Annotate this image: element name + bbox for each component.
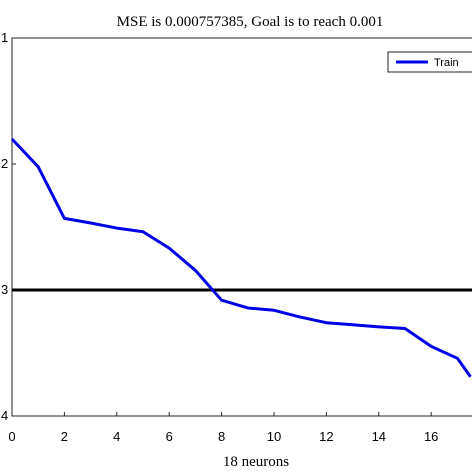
x-axis-label: 18 neurons <box>223 454 289 470</box>
y-tick-label: 2 <box>1 156 8 171</box>
series-line-train <box>10 137 472 378</box>
x-tick-label: 14 <box>372 429 386 444</box>
plot-area-frame <box>11 37 472 417</box>
y-tick-label: 1 <box>1 30 8 45</box>
x-tick-label: 8 <box>218 429 225 444</box>
x-tick-label: 2 <box>61 429 68 444</box>
y-tick-label: 4 <box>1 408 8 423</box>
x-axis-ticks: 0 2 4 6 8 10 12 14 16 <box>8 412 438 444</box>
series-layer <box>10 137 472 378</box>
legend-box <box>387 51 472 73</box>
legend: Train <box>387 51 472 73</box>
x-tick-label: 16 <box>424 429 438 444</box>
x-tick-label: 0 <box>8 429 15 444</box>
x-tick-label: 4 <box>113 429 120 444</box>
y-tick-label: 3 <box>1 282 8 297</box>
x-tick-label: 10 <box>267 429 281 444</box>
x-tick-label: 6 <box>166 429 173 444</box>
x-tick-label: 12 <box>319 429 333 444</box>
chart-title: MSE is 0.000757385, Goal is to reach 0.0… <box>117 14 384 30</box>
legend-label-train: Train <box>434 57 459 69</box>
